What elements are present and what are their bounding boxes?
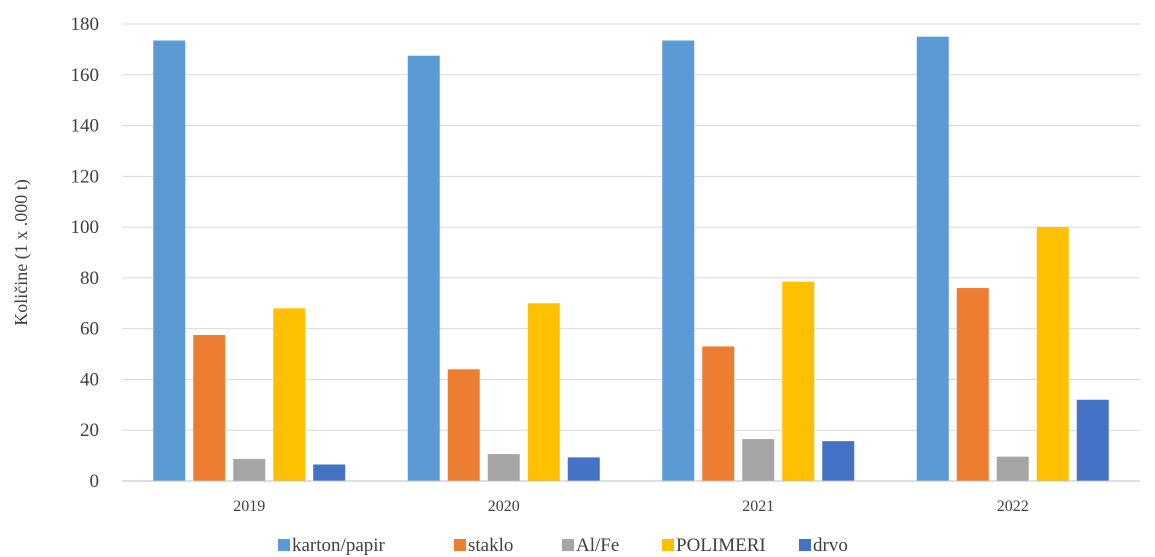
- bar-karton-papir-2020: [407, 55, 440, 481]
- bar-staklo-2021: [702, 346, 735, 481]
- bar-polimeri-2022: [1036, 227, 1069, 481]
- legend-label: karton/papir: [292, 535, 386, 556]
- y-tick-label: 80: [80, 268, 99, 289]
- bar-drvo-2022: [1076, 399, 1109, 481]
- legend-label: staklo: [468, 535, 513, 556]
- bar-polimeri-2019: [273, 308, 306, 481]
- bar-karton-papir-2022: [916, 36, 949, 481]
- bar-al-fe-2021: [742, 439, 775, 481]
- y-tick-label: 40: [80, 369, 99, 390]
- legend-swatch: [799, 539, 811, 551]
- bar-drvo-2021: [822, 441, 855, 481]
- y-tick-label: 140: [71, 116, 100, 137]
- legend-swatch: [662, 539, 674, 551]
- bar-al-fe-2022: [996, 456, 1029, 481]
- legend-swatch: [454, 539, 466, 551]
- y-axis-label: Količine (1 x .000 t): [11, 179, 32, 325]
- legend-label: POLIMERI: [676, 535, 766, 556]
- bar-staklo-2020: [447, 369, 480, 481]
- bar-al-fe-2019: [233, 458, 266, 481]
- bars: [153, 36, 1109, 481]
- y-tick-label: 160: [71, 65, 100, 86]
- legend-swatch: [278, 539, 290, 551]
- legend: karton/papir staklo Al/Fe POLIMERI drvo: [278, 535, 848, 556]
- bar-staklo-2022: [956, 288, 989, 481]
- bar-karton-papir-2021: [662, 40, 695, 481]
- legend-label: Al/Fe: [576, 535, 619, 556]
- x-tick-label: 2022: [997, 498, 1029, 515]
- y-axis-ticks: 0 20 40 60 80 100 120 140 160 180: [71, 14, 100, 492]
- legend-swatch: [562, 539, 574, 551]
- bar-staklo-2019: [193, 335, 226, 481]
- x-axis-ticks: 2019 2020 2021 2022: [233, 498, 1029, 515]
- x-tick-label: 2021: [742, 498, 774, 515]
- y-tick-label: 20: [80, 420, 99, 441]
- bar-polimeri-2020: [527, 303, 560, 481]
- y-tick-label: 0: [90, 471, 100, 492]
- bar-al-fe-2020: [487, 454, 520, 481]
- y-tick-label: 100: [71, 217, 100, 238]
- x-tick-label: 2020: [488, 498, 520, 515]
- bar-drvo-2019: [313, 464, 346, 481]
- y-tick-label: 60: [80, 319, 99, 340]
- y-tick-label: 120: [71, 166, 100, 187]
- x-tick-label: 2019: [233, 498, 265, 515]
- bar-drvo-2020: [567, 457, 600, 481]
- bar-karton-papir-2019: [153, 40, 186, 481]
- y-tick-label: 180: [71, 14, 100, 35]
- legend-label: drvo: [813, 535, 848, 556]
- bar-polimeri-2021: [782, 281, 815, 481]
